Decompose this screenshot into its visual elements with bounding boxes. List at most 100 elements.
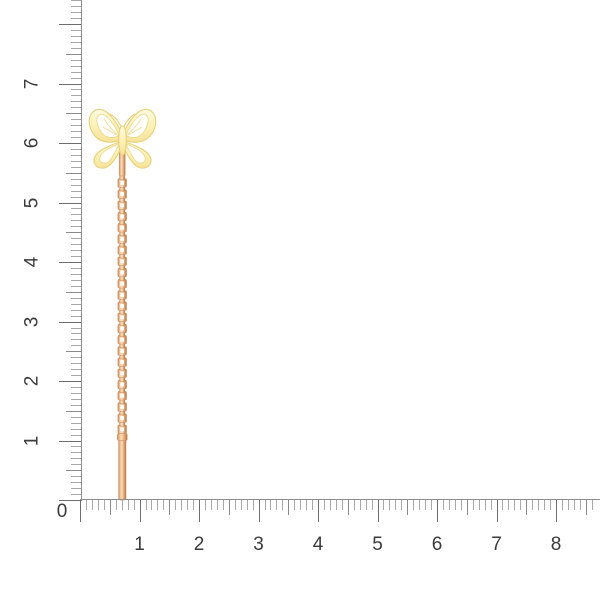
vertical-tick <box>66 291 81 293</box>
vertical-tick <box>71 369 81 371</box>
vertical-tick <box>71 71 81 73</box>
vertical-tick <box>71 59 81 61</box>
vertical-tick <box>59 500 81 501</box>
horizontal-tick <box>401 500 403 510</box>
horizontal-tick <box>454 500 456 510</box>
vertical-tick <box>71 458 81 460</box>
vertical-tick <box>71 285 81 287</box>
vertical-tick <box>71 422 81 424</box>
horizontal-tick <box>448 500 450 510</box>
vertical-tick <box>71 375 81 377</box>
horizontal-tick <box>431 500 433 510</box>
horizontal-tick <box>383 500 385 510</box>
horizontal-axis-line <box>80 499 600 500</box>
horizontal-tick-label: 6 <box>431 534 443 555</box>
horizontal-tick <box>86 500 87 510</box>
vertical-tick <box>59 381 81 382</box>
vertical-tick <box>71 137 81 139</box>
horizontal-tick <box>133 500 135 510</box>
horizontal-tick <box>407 500 409 515</box>
horizontal-tick-label: 4 <box>312 534 324 555</box>
horizontal-tick <box>306 500 308 510</box>
vertical-tick <box>71 12 81 14</box>
horizontal-tick <box>389 500 391 510</box>
vertical-tick <box>71 309 81 311</box>
vertical-tick <box>71 357 81 359</box>
butterfly-charm-shape <box>88 108 157 169</box>
vertical-tick <box>71 404 81 406</box>
vertical-tick-label: 1 <box>21 435 43 446</box>
vertical-tick <box>71 107 81 109</box>
horizontal-tick <box>109 500 111 515</box>
horizontal-tick <box>145 500 147 510</box>
horizontal-tick <box>228 500 230 515</box>
horizontal-tick <box>472 500 474 510</box>
vertical-tick <box>59 143 81 144</box>
vertical-tick <box>71 488 81 490</box>
vertical-tick <box>71 77 81 79</box>
vertical-tick <box>71 47 81 49</box>
vertical-tick <box>71 0 81 2</box>
vertical-tick <box>71 166 81 168</box>
vertical-tick-label: 3 <box>21 316 43 327</box>
horizontal-tick <box>115 500 117 510</box>
vertical-tick <box>71 416 81 418</box>
horizontal-tick-label: 3 <box>253 534 264 555</box>
vertical-tick <box>71 178 81 180</box>
horizontal-tick <box>300 500 302 510</box>
vertical-tick <box>71 386 81 388</box>
horizontal-tick <box>544 500 546 510</box>
vertical-tick <box>71 464 81 466</box>
vertical-tick <box>71 35 81 37</box>
vertical-tick <box>71 154 81 156</box>
vertical-tick <box>71 196 81 198</box>
vertical-tick <box>59 83 81 85</box>
vertical-tick <box>71 345 81 347</box>
horizontal-tick <box>222 500 224 510</box>
horizontal-tick <box>413 500 415 510</box>
horizontal-tick <box>508 500 510 510</box>
horizontal-tick <box>341 500 343 510</box>
vertical-tick <box>71 392 81 394</box>
horizontal-tick <box>97 500 99 510</box>
horizontal-tick-label: 1 <box>134 534 145 555</box>
horizontal-tick <box>252 500 254 510</box>
vertical-tick <box>71 214 81 216</box>
horizontal-tick <box>377 500 379 522</box>
vertical-tick <box>71 238 81 240</box>
vertical-tick <box>71 220 81 222</box>
horizontal-tick-label: 2 <box>193 534 205 555</box>
vertical-tick <box>71 190 81 192</box>
vertical-tick <box>66 470 81 472</box>
horizontal-tick <box>163 500 165 510</box>
vertical-tick <box>71 315 81 317</box>
vertical-tick <box>71 256 81 258</box>
vertical-tick <box>59 321 81 323</box>
vertical-tick <box>71 482 81 484</box>
vertical-tick <box>71 148 81 150</box>
vertical-tick <box>66 410 81 412</box>
horizontal-tick <box>556 500 557 522</box>
horizontal-tick <box>567 500 569 510</box>
vertical-tick <box>71 273 81 275</box>
vertical-tick <box>71 160 81 162</box>
horizontal-tick <box>175 500 177 510</box>
vertical-tick <box>66 172 81 174</box>
horizontal-tick <box>573 500 575 510</box>
horizontal-tick <box>210 500 212 510</box>
vertical-tick <box>71 65 81 67</box>
horizontal-tick <box>526 500 528 515</box>
horizontal-tick <box>91 500 93 510</box>
vertical-tick <box>71 184 81 186</box>
horizontal-tick <box>294 500 296 510</box>
vertical-tick-label: 2 <box>21 375 43 387</box>
vertical-tick-label: 7 <box>21 78 43 89</box>
horizontal-tick <box>246 500 248 510</box>
horizontal-tick <box>561 500 563 510</box>
vertical-tick <box>71 446 81 448</box>
vertical-tick <box>71 89 81 91</box>
horizontal-tick <box>502 500 504 510</box>
drop-bar-shape <box>117 433 128 501</box>
horizontal-tick <box>264 500 266 510</box>
horizontal-tick <box>425 500 427 510</box>
